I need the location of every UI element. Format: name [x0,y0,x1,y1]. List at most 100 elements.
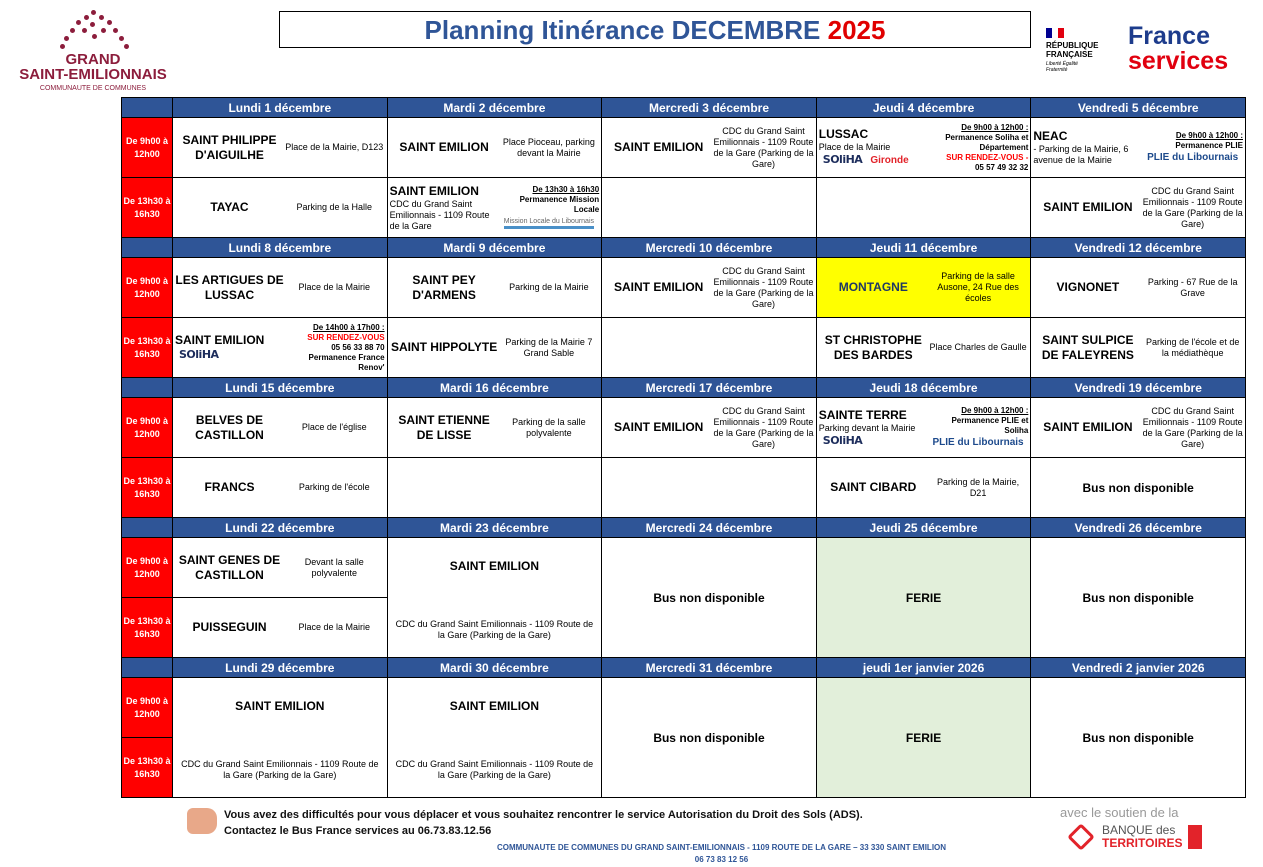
slot-content: SAINT ETIENNE DE LISSE Parking de la sall… [388,412,602,444]
afternoon-row: De 13h30 à 16h30 TAYAC Parking de la Halle… [121,177,1246,238]
slot-right: Parking de la Mairie [499,282,600,293]
plie-du-libournais-logo: PLIE du Libournais [1147,151,1239,163]
slot-left: SAINT HIPPOLYTE [390,340,499,355]
place-name: SAINTE TERRE [818,407,907,422]
day-header: Jeudi 11 décembre [815,237,1032,258]
slot-left: SAINT EMILION [1033,200,1142,215]
day-header: Lundi 29 décembre [172,657,388,678]
slot-left: LES ARTIGUES DE LUSSAC [175,273,284,303]
day-header: Mardi 2 décembre [386,97,603,118]
planning-table: Lundi 1 décembre Mardi 2 décembre Mercredi… [121,97,1246,798]
permanence-note: De 9h00 à 12h00 : Permanence PLIE et Soli… [928,406,1028,436]
place-name: SAINT EMILION [449,698,540,713]
note-line: 05 56 33 88 70 [331,342,385,352]
support-text: avec le soutien de la [1060,805,1179,820]
soliha-logo: SOliHA [179,348,219,361]
schedule-slot: SAINT SULPICE DE FALEYRENS Parking de l'é… [1030,317,1246,378]
merged-slot: SAINT EMILION CDC du Grand Saint Emilionn… [388,539,602,657]
status-text: Bus non disponible [653,730,765,745]
slot-right: CDC du Grand Saint Emilionnais - 1109 Ro… [1142,406,1243,450]
place-address: Place de la Mairie, D123 [285,142,384,152]
france-services-logo: France services [1128,24,1228,74]
ads-notice-line1: Vous avez des difficultés pour vous dépl… [224,809,863,821]
empty-slot [601,457,817,518]
place-address: CDC du Grand Saint Emilionnais - 1109 Ro… [713,265,814,309]
slot-left: SAINT EMILION SOliHA [175,333,284,362]
afternoon-row: De 13h30 à 16h30 [121,737,1246,798]
permanence-note: De 9h00 à 12h00 : Permanence Soliha et Dé… [928,123,1029,173]
slot-content: SAINT EMILION CDC du Grand Saint Emilionn… [602,265,816,311]
place-address: CDC du Grand Saint Emilionnais - 1109 Ro… [181,758,379,780]
status-text: FERIE [905,730,942,745]
slot-right: Place de la Mairie [284,622,385,633]
slot-left: SAINT EMILION CDC du Grand Saint Emilionn… [390,184,499,232]
schedule-slot: VIGNONET Parking - 67 Rue de la Grave [1030,257,1246,318]
slot-content: VIGNONET Parking - 67 Rue de la Grave [1031,276,1245,300]
rf-line1: RÉPUBLIQUE [1046,41,1099,50]
logo-dot [70,28,75,33]
week-header-row: Lundi 15 décembre Mardi 16 décembre Mercre… [121,377,1246,398]
empty-slot [815,177,1032,238]
schedule-slot: SAINT EMILION CDC du Grand Saint Emilionn… [386,677,603,798]
status-text: Bus non disponible [653,590,765,605]
permanence-note: De 13h30 à 16h30 Permanence Mission Local… [499,185,600,215]
banque-des-territoires-logo: avec le soutien de la BANQUE des TERRITOI… [1060,805,1240,851]
slot-content: SAINT SULPICE DE FALEYRENS Parking de l'é… [1031,332,1245,364]
logo-dot [92,34,97,39]
page-title: Planning Itinérance DECEMBRE 2025 [279,11,1031,48]
plie-du-libournais-logo: PLIE du Libournais [932,436,1024,448]
note-line: 05 57 49 32 32 [974,162,1029,172]
day-header: Mardi 9 décembre [386,237,603,258]
place-name: SAINT EMILION [614,140,704,154]
schedule-slot: LES ARTIGUES DE LUSSAC Place de la Mairie [172,257,388,318]
note-line: De 13h30 à 16h30 [532,185,600,194]
slot-left: VIGNONET [1033,280,1142,295]
week-header-row: Lundi 29 décembre Mardi 30 décembre Mercre… [121,657,1246,678]
schedule-slot: SAINT HIPPOLYTE Parking de la Mairie 7 Gr… [386,317,603,378]
day-header: Vendredi 19 décembre [1030,377,1246,398]
place-address: Parking - 67 Rue de la Grave [1147,276,1238,298]
logo-dot [113,28,118,33]
slot-right: Place Pioceau, parking devant la Mairie [499,137,600,159]
fs-line1: France [1128,22,1210,50]
ads-notice-line2: Contactez le Bus France services au 06.7… [224,825,492,837]
day-header: Mardi 16 décembre [386,377,603,398]
logo-dot [107,20,112,25]
place-address: Place Charles de Gaulle [929,342,1027,352]
slot-content: SAINTE TERRE Parking devant la Mairie SOli… [817,405,1031,451]
slot-right: Parking de la Halle [284,202,385,213]
slot-right: De 13h30 à 16h30 Permanence Mission Local… [499,185,600,230]
header-corner [121,377,173,398]
slot-right: De 14h00 à 17h00 : SUR RENDEZ-VOUS 05 56 3… [284,323,385,373]
logo-line3: COMMUNAUTE DE COMMUNES [39,85,147,92]
permanence-note: De 14h00 à 17h00 : SUR RENDEZ-VOUS 05 56 3… [284,323,385,373]
day-header: Mercredi 24 décembre [601,517,817,538]
place-name: SAINT EMILION [614,420,704,434]
slot-left: SAINT GENES DE CASTILLON [175,553,284,583]
title-year: 2025 [827,15,886,45]
slot-left: SAINT PHILIPPE D'AIGUILHE [175,133,284,163]
logo-dot [101,28,106,33]
place-address: CDC du Grand Saint Emilionnais - 1109 Ro… [395,758,594,780]
place-name: SAINT CIBARD [830,480,917,494]
place-address: Parking de l'école et de la médiathèque [1146,336,1240,358]
slot-right: Parking de la salle Ausone, 24 Rue des é… [928,271,1029,304]
time-morning: De 9h00 à 12h00 [121,397,173,458]
ads-notice: Vous avez des difficultés pour vous dépl… [224,807,863,839]
time-morning: De 9h00 à 12h00 [121,257,173,318]
soliha-logo: SOliHA [822,433,863,447]
place-address: CDC du Grand Saint Emilionnais - 1109 Ro… [1142,185,1243,229]
place-name: SAINT EMILION [449,558,540,573]
week-header-row: Lundi 8 décembre Mardi 9 décembre Mercredi… [121,237,1246,258]
day-header: Jeudi 25 décembre [815,517,1032,538]
time-afternoon: De 13h30 à 16h30 [121,177,173,238]
place-name: SAINT EMILION [1043,420,1133,434]
merged-slot: SAINT EMILION CDC du Grand Saint Emilionn… [173,679,387,797]
grand-saint-emilionnais-logo: GRAND SAINT-EMILIONNAIS COMMUNAUTE DE CO… [4,6,182,94]
slot-content: SAINT EMILION CDC du Grand Saint Emilionn… [388,183,602,233]
slot-content: SAINT CIBARD Parking de la Mairie, D21 [817,476,1031,500]
place-address: Parking devant la Mairie [818,422,916,433]
place-address: CDC du Grand Saint Emilionnais - 1109 Ro… [395,618,594,640]
place-address: - Parking de la Mairie, 6 avenue de la M… [1033,144,1129,165]
note-line: SUR RENDEZ-VOUS [307,332,385,342]
